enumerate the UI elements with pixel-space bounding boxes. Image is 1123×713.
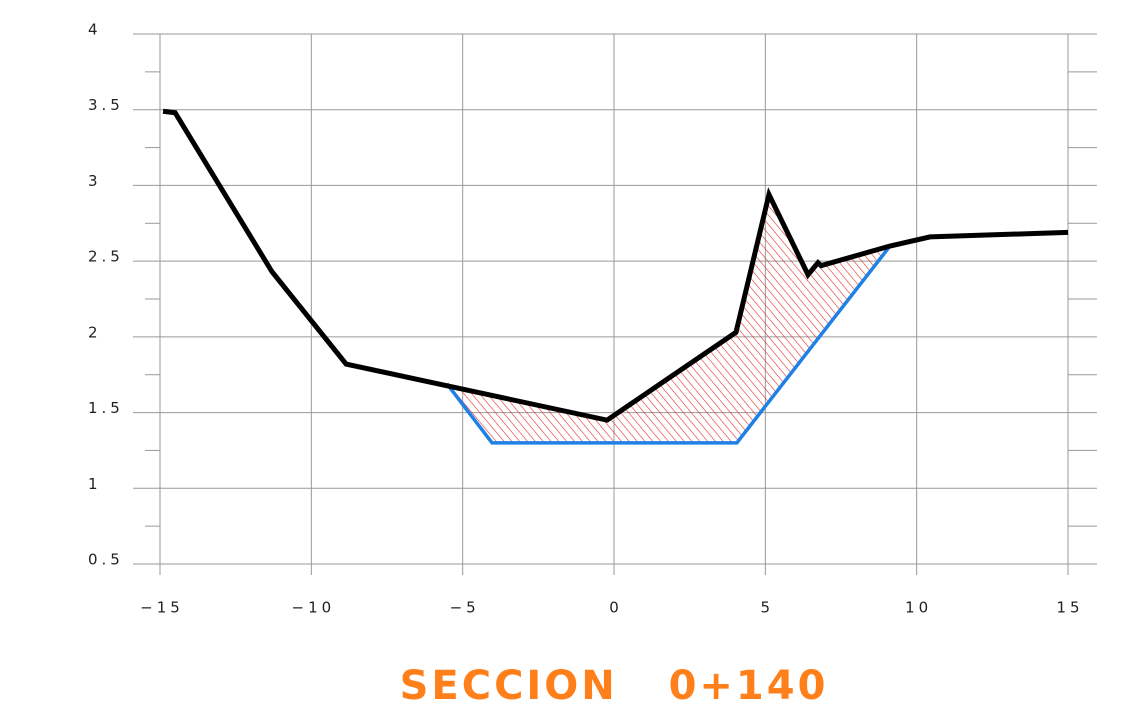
y-tick-label: 2.5 (88, 248, 124, 266)
x-tick-label: 5 (761, 599, 775, 617)
lines (162, 108, 1069, 445)
y-tick-label: 3 (88, 172, 102, 190)
x-tick-label: 0 (609, 599, 623, 617)
grid: 0.5 1 1.5 2 2.5 3 3.5 4 −15 −10 −5 0 5 10 15 (88, 21, 1097, 617)
y-tick-label: 2 (88, 323, 102, 341)
cut-area (446, 194, 891, 443)
y-tick-label: 1 (88, 475, 102, 493)
y-tick-label: 1.5 (88, 399, 124, 417)
x-tick-label: 10 (905, 599, 932, 617)
y-tick-label: 4 (88, 21, 102, 39)
x-tick-label: −15 (140, 599, 184, 617)
fills (446, 194, 891, 443)
terrain-line (162, 108, 1069, 423)
x-tick-label: 15 (1056, 599, 1083, 617)
x-tick-label: −5 (450, 599, 480, 617)
section-line (445, 244, 892, 445)
y-tick-label: 0.5 (88, 551, 124, 569)
chart-title: SECCION 0+140 (400, 663, 829, 709)
x-tick-label: −10 (292, 599, 336, 617)
y-tick-label: 3.5 (88, 96, 124, 114)
